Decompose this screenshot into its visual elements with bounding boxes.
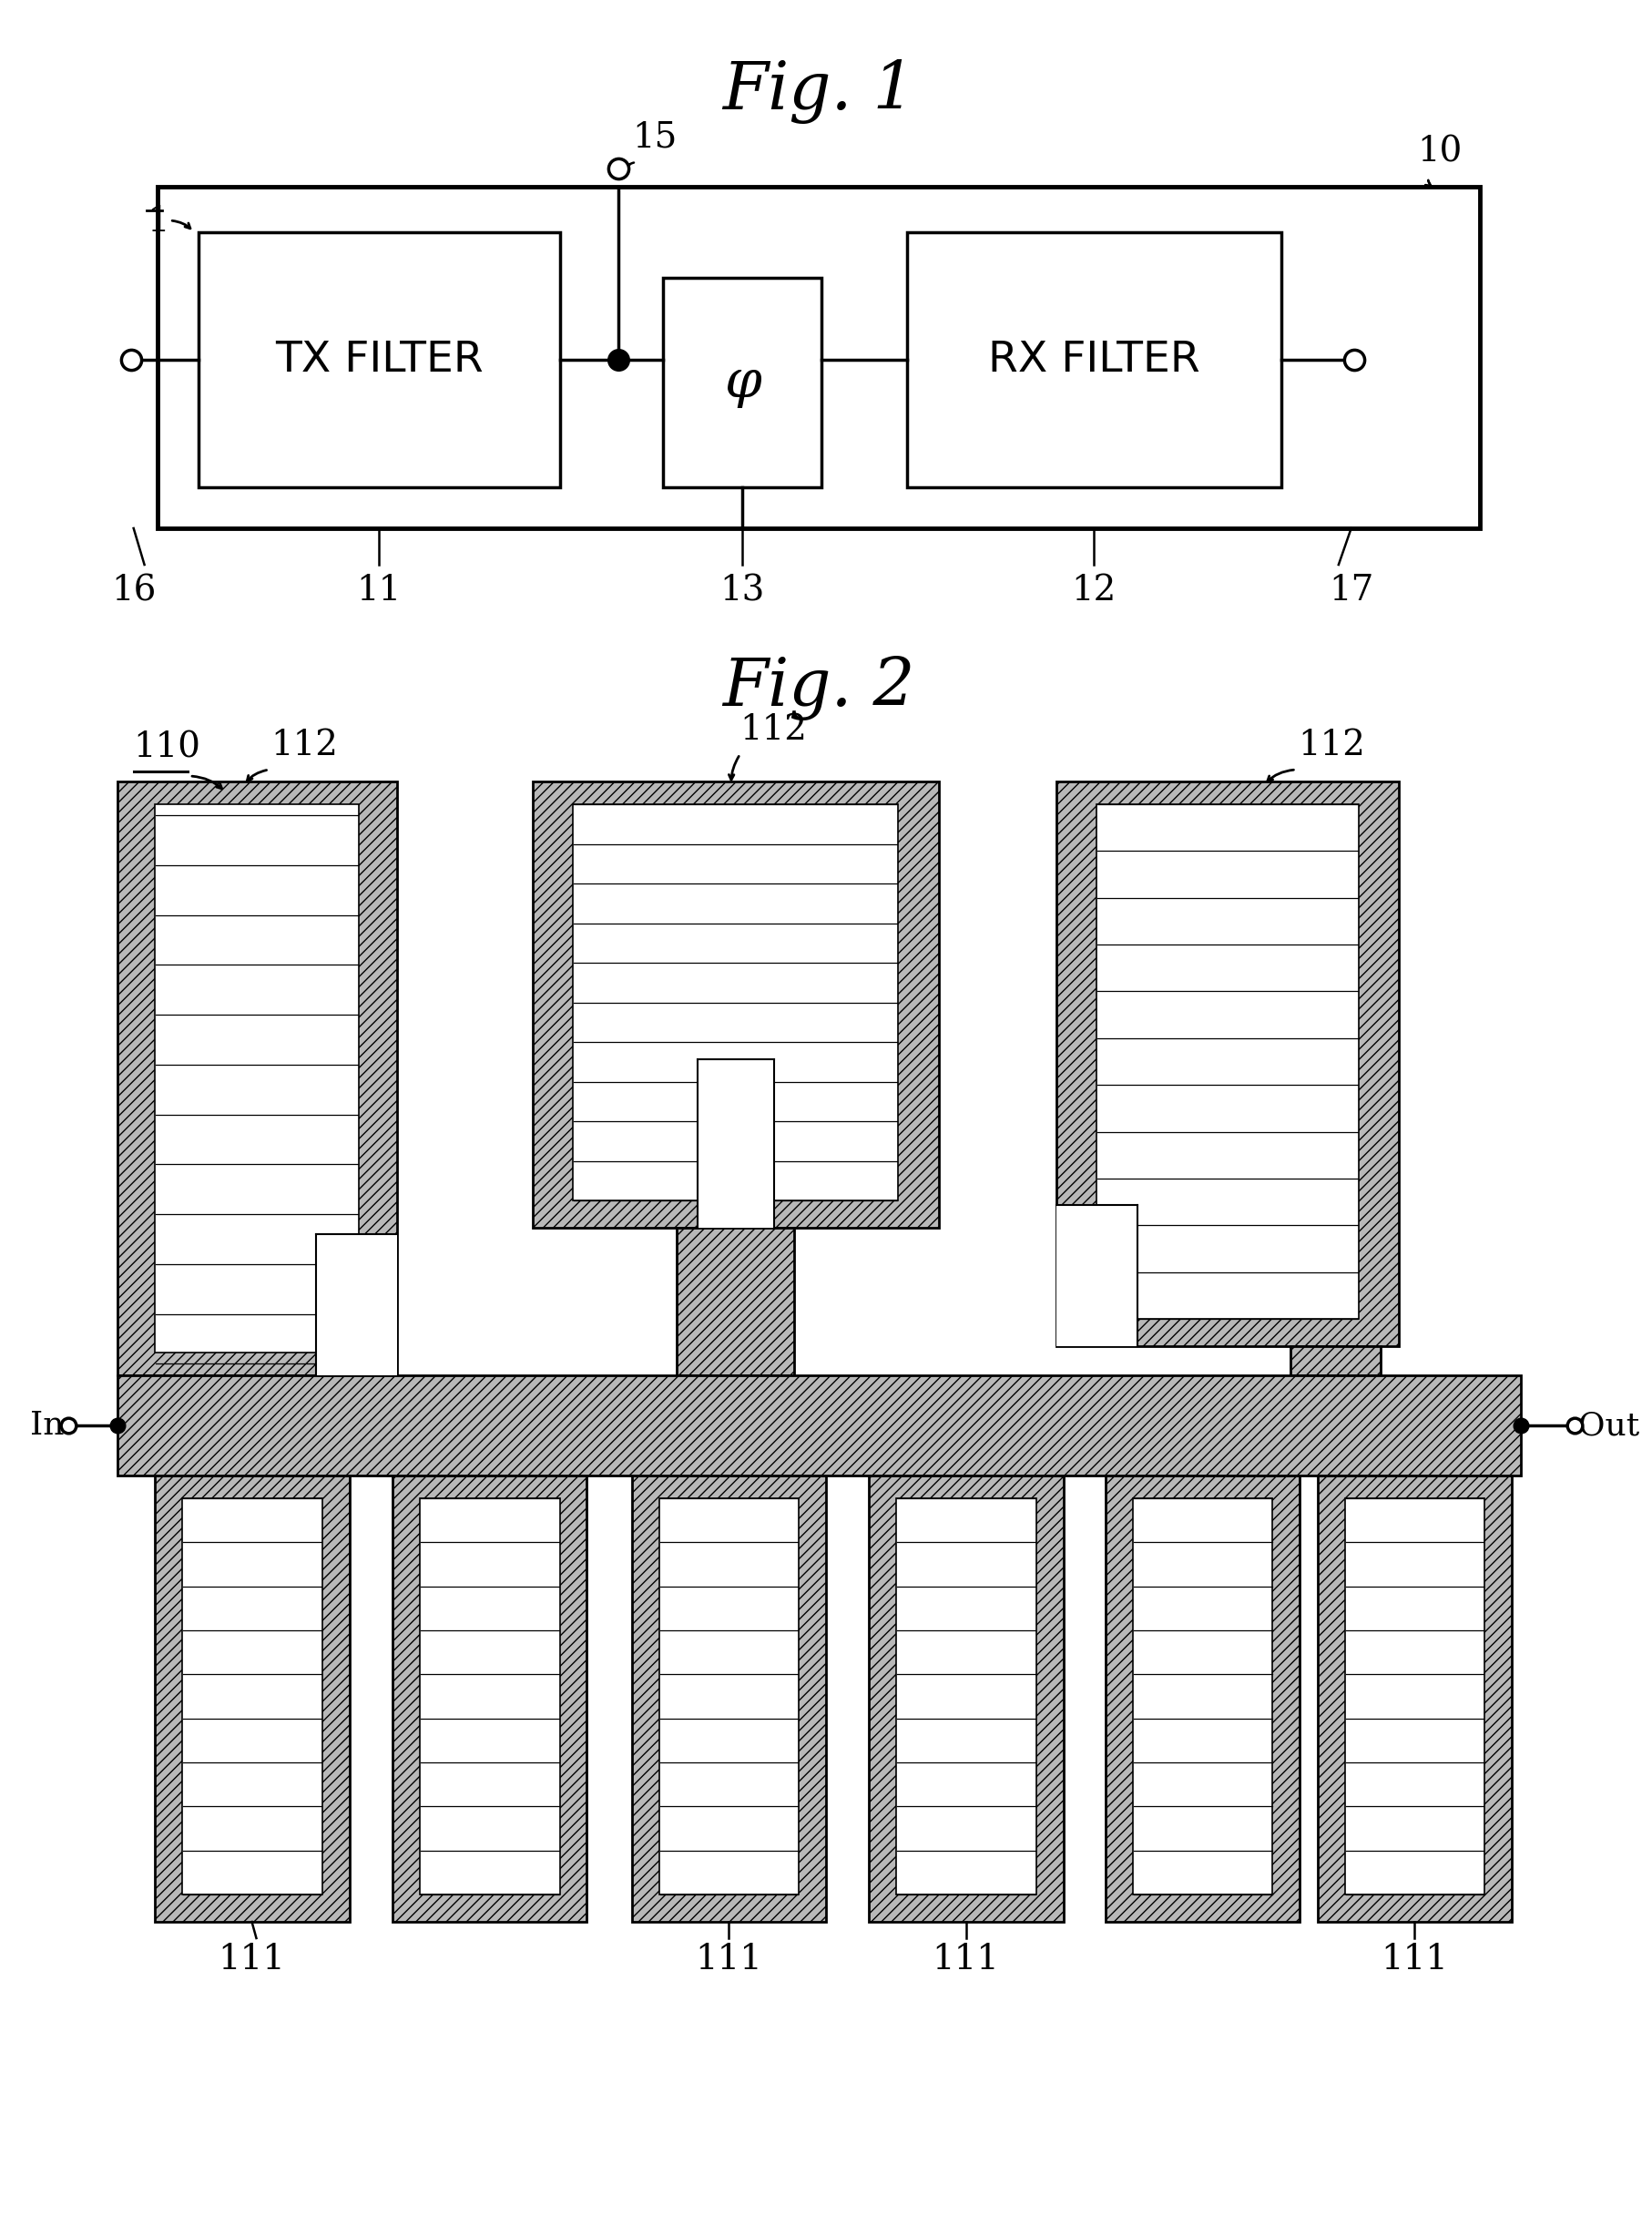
Text: 112: 112 [271, 728, 339, 761]
Bar [697, 1060, 773, 1229]
Text: 17: 17 [1328, 574, 1373, 608]
Bar [155, 1115, 358, 1142]
Bar [907, 232, 1280, 487]
Bar [1105, 1476, 1298, 1921]
Text: 12: 12 [1070, 574, 1115, 608]
Bar [155, 1213, 358, 1242]
Bar [532, 781, 938, 1229]
Bar [155, 1164, 358, 1191]
Bar [155, 815, 358, 844]
Bar [155, 1476, 349, 1921]
Bar [393, 1476, 586, 1921]
Bar [1345, 1498, 1483, 1894]
Text: Out: Out [1578, 1409, 1639, 1440]
Bar [1132, 1498, 1272, 1894]
Text: 111: 111 [694, 1943, 762, 1977]
Bar [155, 1313, 358, 1342]
Bar [895, 1498, 1036, 1894]
Bar [1095, 804, 1358, 1318]
Bar [155, 1015, 358, 1042]
Text: 11: 11 [357, 574, 401, 608]
Bar [159, 187, 1480, 528]
Bar [155, 1064, 358, 1093]
Bar [155, 1264, 358, 1291]
Bar [182, 1498, 322, 1894]
Text: φ: φ [724, 356, 760, 407]
Text: 10: 10 [1416, 136, 1462, 169]
Text: Fig. 1: Fig. 1 [722, 60, 915, 125]
Text: 111: 111 [218, 1943, 286, 1977]
Bar [1290, 1347, 1379, 1376]
Bar [1317, 1476, 1512, 1921]
Bar [869, 1476, 1062, 1921]
Bar [1056, 1204, 1137, 1347]
Text: 13: 13 [720, 574, 765, 608]
Bar [155, 866, 358, 893]
Text: 112: 112 [740, 712, 808, 748]
Text: 15: 15 [631, 120, 676, 156]
Text: 111: 111 [1379, 1943, 1447, 1977]
Text: Fig. 2: Fig. 2 [722, 657, 915, 721]
Bar [155, 915, 358, 942]
Bar [117, 1376, 1520, 1476]
Bar [198, 232, 560, 487]
Text: TX FILTER: TX FILTER [274, 338, 482, 381]
Text: In: In [30, 1409, 64, 1440]
Bar [420, 1498, 560, 1894]
Bar [155, 966, 358, 993]
Text: 112: 112 [1297, 728, 1365, 761]
Bar [316, 1233, 396, 1376]
Text: RX FILTER: RX FILTER [988, 338, 1199, 381]
Text: 111: 111 [932, 1943, 999, 1977]
Bar [659, 1498, 798, 1894]
Text: 16: 16 [111, 574, 155, 608]
Bar [631, 1476, 826, 1921]
Bar [155, 804, 358, 1353]
Text: 1: 1 [147, 205, 170, 238]
Bar [677, 1229, 795, 1376]
Bar [117, 781, 396, 1376]
Text: 110: 110 [134, 732, 202, 766]
Bar [662, 278, 821, 487]
Bar [316, 1233, 396, 1376]
Bar [1056, 781, 1398, 1347]
Bar [573, 804, 897, 1200]
